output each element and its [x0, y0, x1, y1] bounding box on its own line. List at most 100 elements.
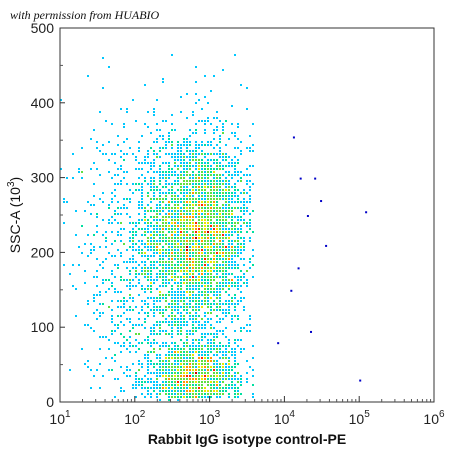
density-point [153, 387, 155, 389]
density-point [207, 261, 209, 263]
density-point [159, 276, 161, 278]
density-point [150, 291, 152, 293]
density-point [213, 243, 215, 245]
density-point [246, 225, 248, 227]
density-point [195, 123, 197, 125]
density-point [189, 237, 191, 239]
density-point [129, 336, 131, 338]
density-point [219, 120, 221, 122]
density-point [210, 333, 212, 335]
density-point [168, 264, 170, 266]
density-point [171, 114, 173, 116]
density-point [159, 156, 161, 158]
density-point [147, 210, 149, 212]
density-point [93, 234, 95, 236]
density-point [216, 261, 218, 263]
density-point [231, 369, 233, 371]
density-point [162, 225, 164, 227]
density-point [219, 153, 221, 155]
density-point [129, 198, 131, 200]
density-point [99, 174, 101, 176]
density-point [174, 210, 176, 212]
density-point [213, 174, 215, 176]
density-point [87, 234, 89, 236]
density-point [192, 237, 194, 239]
density-point [189, 165, 191, 167]
density-point [198, 381, 200, 383]
density-point [240, 300, 242, 302]
density-point [225, 159, 227, 161]
density-point [141, 189, 143, 191]
density-point [150, 282, 152, 284]
density-point [210, 231, 212, 233]
density-point [153, 339, 155, 341]
density-point [171, 321, 173, 323]
density-point [210, 225, 212, 227]
density-point [105, 279, 107, 281]
density-point [177, 189, 179, 191]
density-point [216, 210, 218, 212]
density-point [201, 258, 203, 260]
density-point [168, 348, 170, 350]
density-point [186, 243, 188, 245]
density-point [201, 285, 203, 287]
density-point [114, 153, 116, 155]
density-point [177, 330, 179, 332]
density-point [198, 192, 200, 194]
density-point [159, 300, 161, 302]
density-point [120, 213, 122, 215]
density-point [189, 207, 191, 209]
density-point [135, 234, 137, 236]
density-point [183, 165, 185, 167]
density-point [240, 339, 242, 341]
density-point [174, 201, 176, 203]
density-point [135, 381, 137, 383]
density-point [123, 159, 125, 161]
density-point [165, 234, 167, 236]
density-point [225, 198, 227, 200]
density-point [159, 360, 161, 362]
density-point [222, 273, 224, 275]
density-point [234, 348, 236, 350]
density-point [204, 300, 206, 302]
density-point [225, 276, 227, 278]
density-point [207, 279, 209, 281]
density-point [198, 294, 200, 296]
density-point [186, 258, 188, 260]
density-point [204, 357, 206, 359]
density-point [141, 300, 143, 302]
density-point [168, 174, 170, 176]
density-point [177, 369, 179, 371]
density-point [186, 210, 188, 212]
density-point [198, 288, 200, 290]
density-point [120, 180, 122, 182]
density-point [204, 354, 206, 356]
density-point [219, 177, 221, 179]
density-point [180, 330, 182, 332]
density-point [159, 369, 161, 371]
density-point [147, 303, 149, 305]
density-point [117, 135, 119, 137]
density-point [66, 177, 68, 179]
density-point [231, 159, 233, 161]
density-point [180, 297, 182, 299]
density-point [228, 213, 230, 215]
density-point [189, 144, 191, 146]
density-point [186, 321, 188, 323]
density-point [159, 297, 161, 299]
density-point [216, 360, 218, 362]
density-point [87, 303, 89, 305]
density-point [177, 234, 179, 236]
density-point [162, 207, 164, 209]
density-point [192, 171, 194, 173]
density-point [138, 204, 140, 206]
density-point [111, 201, 113, 203]
density-point [138, 342, 140, 344]
density-point [174, 273, 176, 275]
density-point [177, 240, 179, 242]
density-point [171, 201, 173, 203]
density-point [135, 270, 137, 272]
density-point [231, 165, 233, 167]
density-point [162, 384, 164, 386]
density-point [201, 159, 203, 161]
